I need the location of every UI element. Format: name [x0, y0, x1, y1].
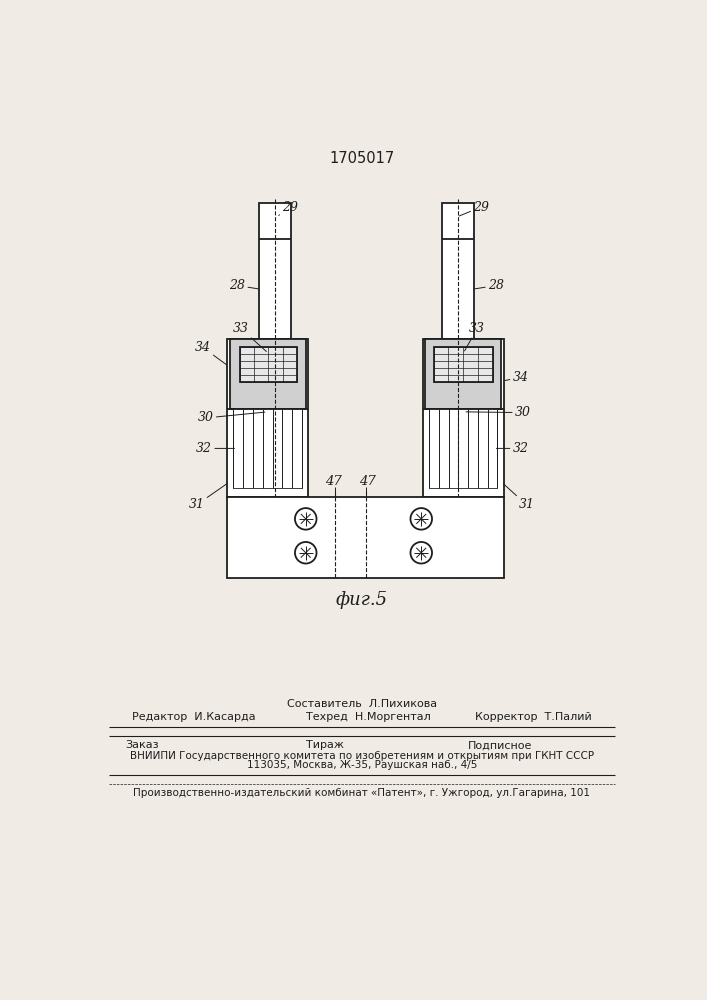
Text: Заказ: Заказ: [125, 740, 158, 750]
Bar: [233, 409, 302, 488]
Bar: [442, 203, 474, 339]
Text: Редактор  И.Касарда: Редактор И.Касарда: [132, 712, 256, 722]
Bar: [429, 409, 498, 488]
Bar: [227, 497, 503, 578]
Text: 33: 33: [464, 322, 485, 351]
Circle shape: [295, 508, 317, 530]
Bar: [433, 347, 493, 382]
Text: 29: 29: [460, 201, 489, 216]
Text: Подписное: Подписное: [467, 740, 532, 750]
Text: 47: 47: [359, 475, 375, 488]
Text: Производственно-издательский комбинат «Патент», г. Ужгород, ул.Гагарина, 101: Производственно-издательский комбинат «П…: [134, 788, 590, 798]
Text: 28: 28: [229, 279, 259, 292]
Text: ВНИИПИ Государственного комитета по изобретениям и открытиям при ГКНТ СССР: ВНИИПИ Государственного комитета по изоб…: [130, 751, 594, 761]
Text: 31: 31: [503, 484, 534, 512]
Bar: [423, 339, 503, 497]
Text: 47: 47: [325, 475, 342, 488]
Bar: [259, 203, 291, 339]
Bar: [240, 347, 297, 382]
Text: 1705017: 1705017: [329, 151, 395, 166]
Text: 33: 33: [233, 322, 267, 351]
Text: фиг.5: фиг.5: [336, 591, 388, 609]
Text: 28: 28: [474, 279, 504, 292]
Text: 31: 31: [188, 483, 227, 512]
Bar: [230, 339, 305, 409]
Circle shape: [411, 508, 432, 530]
Text: Техред  Н.Моргентал: Техред Н.Моргентал: [305, 712, 431, 722]
Circle shape: [295, 542, 317, 564]
Text: 29: 29: [279, 201, 298, 215]
Text: 32: 32: [196, 442, 235, 455]
Text: Корректор  Т.Палий: Корректор Т.Палий: [475, 712, 592, 722]
Text: Тираж: Тираж: [305, 740, 344, 750]
Text: 34: 34: [194, 341, 226, 365]
Bar: [425, 339, 501, 409]
Text: 34: 34: [505, 371, 529, 384]
Bar: [227, 339, 308, 497]
Text: Составитель  Л.Пихикова: Составитель Л.Пихикова: [287, 699, 437, 709]
Text: 30: 30: [198, 411, 265, 424]
Text: 30: 30: [466, 406, 531, 419]
Text: 32: 32: [496, 442, 529, 455]
Text: 113035, Москва, Ж-35, Раушская наб., 4/5: 113035, Москва, Ж-35, Раушская наб., 4/5: [247, 760, 477, 770]
Circle shape: [411, 542, 432, 564]
